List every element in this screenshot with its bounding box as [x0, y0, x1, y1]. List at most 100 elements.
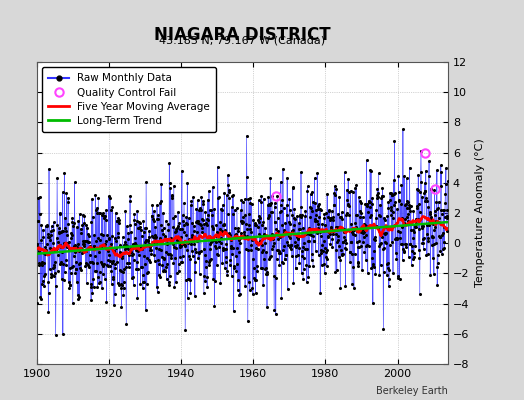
Point [150, 235, 159, 242]
Point [232, 253, 240, 260]
Point [80, 243, 88, 250]
Point [213, 251, 221, 257]
Point [247, 242, 256, 248]
Point [261, 240, 269, 246]
Point [139, 253, 148, 259]
Point [329, 230, 337, 237]
Point [276, 208, 284, 215]
Point [128, 252, 136, 258]
Point [381, 230, 390, 236]
Point [387, 190, 396, 197]
Point [172, 279, 180, 285]
Point [423, 222, 431, 229]
Point [141, 237, 150, 244]
Point [248, 256, 257, 262]
Point [355, 194, 363, 201]
Point [332, 224, 340, 230]
Point [74, 296, 83, 302]
Point [226, 237, 235, 244]
Point [259, 282, 267, 288]
Point [270, 200, 279, 206]
Point [377, 240, 385, 246]
Point [92, 268, 101, 274]
Point [194, 248, 203, 255]
Point [253, 240, 261, 246]
Point [278, 259, 287, 266]
Point [274, 228, 282, 234]
Point [225, 231, 234, 238]
Point [72, 266, 80, 272]
Point [134, 224, 143, 231]
Point [412, 224, 420, 230]
Point [254, 197, 263, 204]
Point [263, 268, 271, 275]
Point [314, 203, 322, 210]
Point [104, 234, 113, 241]
Point [436, 248, 444, 254]
Point [400, 216, 409, 222]
Point [442, 212, 451, 219]
Point [400, 173, 408, 179]
Point [54, 252, 62, 258]
Point [299, 225, 308, 231]
Point [89, 284, 97, 290]
Point [221, 226, 229, 233]
Point [296, 212, 304, 219]
Point [241, 283, 249, 290]
Point [335, 254, 343, 260]
Point [47, 228, 55, 234]
Point [243, 132, 251, 139]
Point [424, 250, 432, 257]
Point [283, 286, 292, 292]
Point [356, 198, 364, 204]
Point [43, 230, 52, 237]
Point [34, 195, 42, 201]
Point [199, 198, 207, 204]
Point [150, 208, 158, 215]
Point [268, 230, 277, 237]
Point [113, 259, 121, 266]
Point [236, 240, 244, 246]
Point [289, 280, 298, 286]
Point [162, 276, 171, 283]
Point [195, 250, 203, 256]
Point [39, 260, 48, 266]
Point [239, 199, 247, 205]
Point [169, 224, 177, 230]
Point [230, 265, 238, 272]
Point [124, 246, 132, 252]
Point [296, 212, 304, 218]
Point [441, 214, 449, 221]
Point [344, 176, 352, 182]
Point [96, 259, 105, 266]
Point [84, 239, 93, 246]
Point [110, 302, 118, 308]
Point [298, 247, 306, 254]
Point [430, 227, 439, 233]
Point [202, 220, 211, 226]
Point [38, 259, 46, 265]
Point [331, 183, 339, 189]
Point [410, 250, 418, 256]
Point [256, 238, 264, 244]
Point [56, 210, 64, 217]
Point [257, 264, 266, 271]
Point [75, 211, 84, 217]
Point [378, 184, 387, 191]
Point [176, 226, 184, 232]
Point [439, 246, 447, 252]
Point [242, 245, 250, 252]
Point [330, 202, 339, 208]
Point [156, 235, 164, 242]
Point [170, 213, 179, 219]
Point [399, 245, 407, 252]
Point [87, 219, 95, 226]
Point [170, 183, 178, 189]
Point [260, 230, 268, 237]
Point [394, 173, 402, 179]
Point [369, 236, 378, 242]
Point [317, 247, 325, 253]
Point [132, 247, 140, 254]
Point [383, 272, 391, 278]
Point [98, 285, 106, 291]
